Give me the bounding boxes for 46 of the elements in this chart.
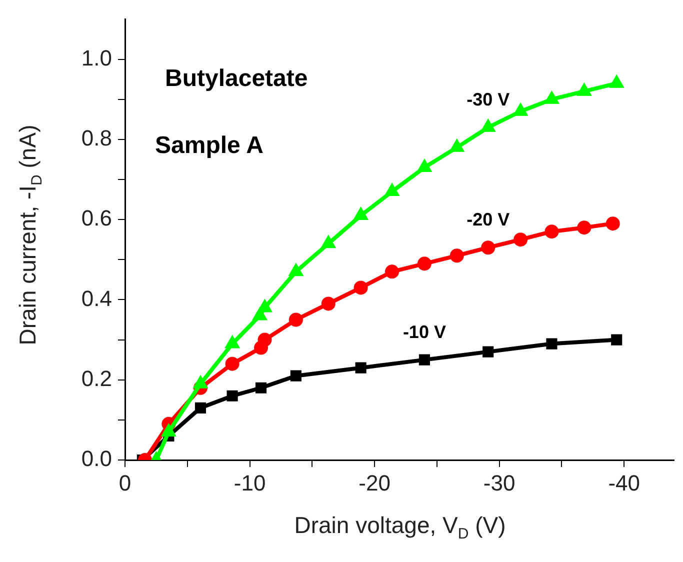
- point: [450, 248, 464, 263]
- x-axis-title: Drain voltage, V$_{D}$ (V): [294, 512, 506, 543]
- x-tick-label: -30: [483, 470, 516, 496]
- point: [418, 354, 430, 366]
- x-tick-label: 0: [118, 470, 132, 496]
- y-tick-label: 0.8: [81, 125, 112, 150]
- point: [482, 346, 494, 358]
- point: [194, 402, 206, 414]
- series-label: -20 V: [466, 210, 510, 230]
- x-tick-label: -10: [234, 470, 266, 496]
- point: [354, 208, 368, 220]
- x-tick-label: -20: [358, 470, 390, 496]
- point: [611, 334, 622, 346]
- point: [606, 216, 620, 231]
- series-label: -10 V: [402, 322, 446, 342]
- point: [255, 382, 267, 394]
- annotation: Butylacetate: [165, 64, 308, 92]
- point: [546, 338, 558, 350]
- point: [514, 232, 528, 247]
- y-tick-label: 0.6: [81, 206, 112, 231]
- point: [225, 356, 240, 371]
- point: [253, 308, 266, 320]
- y-tick-label: 0.0: [81, 446, 112, 472]
- point: [577, 220, 592, 235]
- y-tick-label: 1.0: [81, 45, 112, 70]
- point: [288, 312, 303, 327]
- series-label: -30 V: [466, 89, 510, 110]
- point: [226, 336, 239, 348]
- point: [162, 424, 175, 436]
- annotation: Sample A: [155, 132, 264, 159]
- point: [545, 92, 558, 104]
- point: [226, 390, 238, 402]
- point: [417, 256, 432, 271]
- point: [258, 300, 272, 312]
- y-tick-label: 0.4: [81, 286, 112, 311]
- point: [258, 332, 272, 347]
- point: [481, 240, 496, 255]
- point: [544, 224, 559, 239]
- y-tick-label: 0.2: [81, 366, 112, 391]
- point: [385, 264, 400, 279]
- point: [355, 362, 366, 374]
- point: [354, 280, 368, 295]
- point: [321, 296, 336, 311]
- x-tick-label: -40: [608, 470, 640, 496]
- point: [290, 370, 302, 382]
- point: [418, 160, 431, 172]
